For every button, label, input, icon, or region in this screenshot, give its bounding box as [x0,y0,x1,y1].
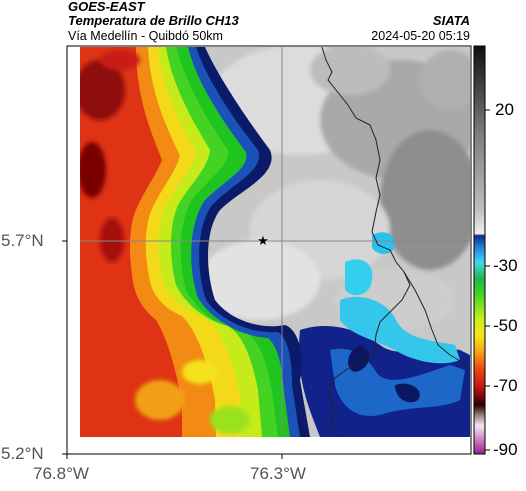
region-subtitle: Vía Medellín - Quibdó 50km [68,29,223,43]
lon-label-76-3: 76.3°W [250,464,306,483]
border-line [403,271,470,371]
lat-label-5-2: 5.2°N [1,444,44,463]
colorbar-label-minus-50: -50 [493,316,518,335]
agency-label: SIATA [432,13,470,28]
star-icon: ★ [257,234,269,249]
colorbar-label-minus-90: -90 [493,440,518,459]
colorbar-label-20: 20 [495,100,514,119]
datetime-label: 2024-05-20 05:19 [371,29,470,43]
colorbar-ticks [485,109,490,451]
lat-label-5-7: 5.7°N [1,231,44,250]
colorbar [473,45,486,455]
colorbar-label-minus-70: -70 [493,376,518,395]
lon-label-76-8: 76.8°W [33,464,89,483]
satellite-title: GOES-EAST [68,0,145,14]
colorbar-label-minus-30: -30 [493,256,518,275]
border-line [321,47,411,437]
brightness-temperature-field: ★ [80,47,470,437]
product-title: Temperatura de Brillo CH13 [68,13,239,28]
